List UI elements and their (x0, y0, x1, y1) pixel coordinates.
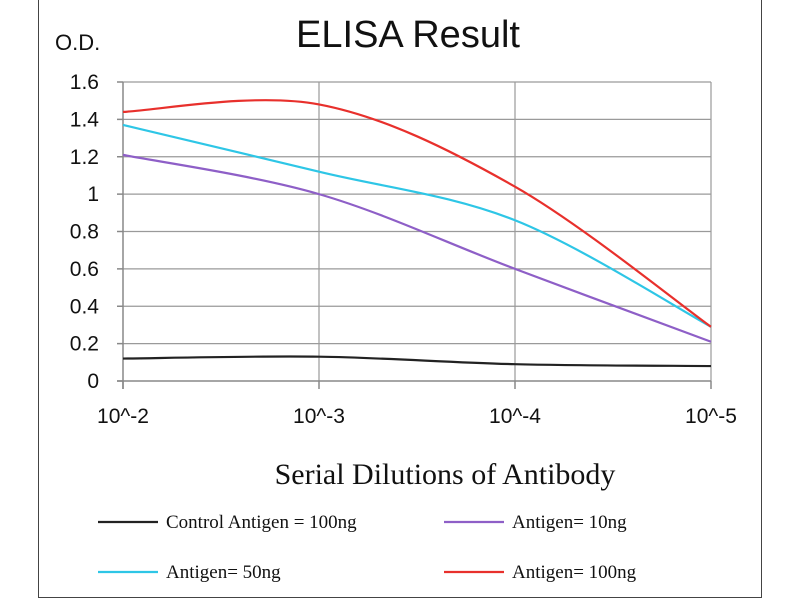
series-line-0 (122, 355, 712, 368)
axes (117, 81, 712, 389)
y-tick-label-1: 0.2 (70, 333, 99, 356)
y-tick-label-3: 0.6 (70, 258, 99, 281)
chart-frame (38, 0, 762, 598)
y-tick-label-7: 1.4 (70, 108, 100, 131)
x-tick-label-2: 10^-4 (489, 405, 541, 428)
legend: Control Antigen = 100ng Antigen= 10ng Anti… (98, 512, 637, 583)
series-line-2 (122, 123, 712, 328)
y-tick-label-6: 1.2 (70, 146, 99, 169)
chart-title: ELISA Result (296, 14, 520, 56)
series-line-1 (122, 153, 712, 343)
y-tick-labels: 0 0.2 0.4 0.6 0.8 1 1.2 1.4 1.6 (70, 71, 100, 393)
y-tick-label-2: 0.4 (70, 295, 100, 318)
grid-lines (123, 81, 712, 381)
y-tick-label-8: 1.6 (70, 71, 99, 94)
x-tick-label-1: 10^-3 (293, 405, 345, 428)
series-line-3 (122, 99, 712, 328)
y-axis-label: O.D. (55, 30, 100, 55)
y-tick-label-4: 0.8 (70, 221, 99, 244)
legend-label-0: Control Antigen = 100ng (166, 512, 357, 533)
x-tick-label-0: 10^-2 (97, 405, 149, 428)
x-tick-label-3: 10^-5 (685, 405, 737, 428)
y-tick-label-5: 1 (87, 183, 99, 206)
legend-label-3: Antigen= 100ng (512, 562, 637, 583)
x-axis-label: Serial Dilutions of Antibody (275, 458, 616, 491)
legend-label-1: Antigen= 10ng (512, 512, 627, 533)
series-lines (122, 99, 712, 368)
x-tick-labels: 10^-2 10^-3 10^-4 10^-5 (97, 405, 737, 428)
legend-label-2: Antigen= 50ng (166, 562, 281, 583)
y-tick-label-0: 0 (87, 370, 99, 393)
